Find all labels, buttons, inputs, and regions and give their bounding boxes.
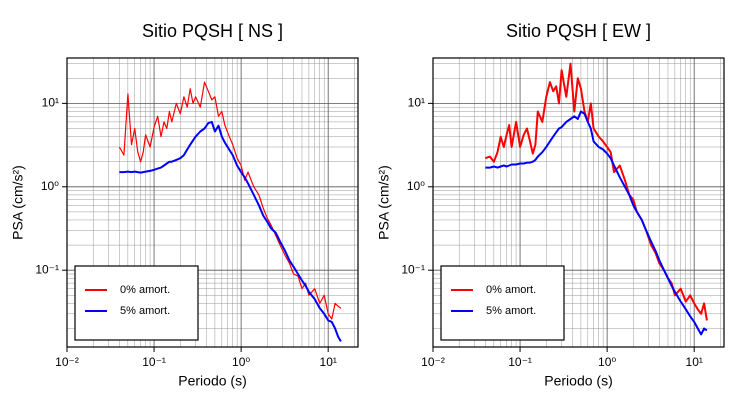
chart-title: Sitio PQSH [ EW ] <box>506 21 651 41</box>
x-axis-label: Periodo (s) <box>178 373 246 389</box>
legend-label: 5% amort. <box>486 305 536 317</box>
x-tick-label: 10¹ <box>686 355 703 369</box>
y-axis-label: PSA (cm/s²) <box>10 165 26 240</box>
legend-label: 5% amort. <box>120 305 170 317</box>
legend-label: 0% amort. <box>120 284 170 296</box>
y-tick-label: 10⁰ <box>41 179 59 193</box>
x-tick-label: 10⁻² <box>421 355 445 369</box>
x-tick-label: 10⁻¹ <box>508 355 532 369</box>
y-tick-label: 10⁻¹ <box>35 262 59 276</box>
plot-frame <box>432 57 725 348</box>
plot-frame <box>66 57 359 348</box>
legend-box <box>74 265 199 341</box>
series-line <box>485 110 708 336</box>
y-tick-label: 10⁰ <box>407 179 425 193</box>
x-axis-label: Periodo (s) <box>544 373 612 389</box>
legend: 0% amort. 5% amort. <box>440 265 565 341</box>
series-line <box>119 120 342 342</box>
y-tick-label: 10¹ <box>42 96 59 110</box>
plot-lines <box>118 81 342 342</box>
legend-label: 0% amort. <box>486 284 536 296</box>
x-tick-label: 10¹ <box>320 355 337 369</box>
legend: 0% amort. 5% amort. <box>74 265 199 341</box>
x-tick-label: 10⁰ <box>232 355 250 369</box>
legend-box <box>440 265 565 341</box>
series-line <box>118 81 342 320</box>
plot-lines <box>485 62 708 336</box>
x-tick-label: 10⁰ <box>598 355 616 369</box>
y-tick-label: 10⁻¹ <box>401 262 425 276</box>
y-tick-label: 10¹ <box>408 96 425 110</box>
y-axis-label: PSA (cm/s²) <box>376 165 392 240</box>
x-tick-label: 10⁻¹ <box>142 355 166 369</box>
x-tick-label: 10⁻² <box>55 355 79 369</box>
chart-title: Sitio PQSH [ NS ] <box>142 21 283 41</box>
